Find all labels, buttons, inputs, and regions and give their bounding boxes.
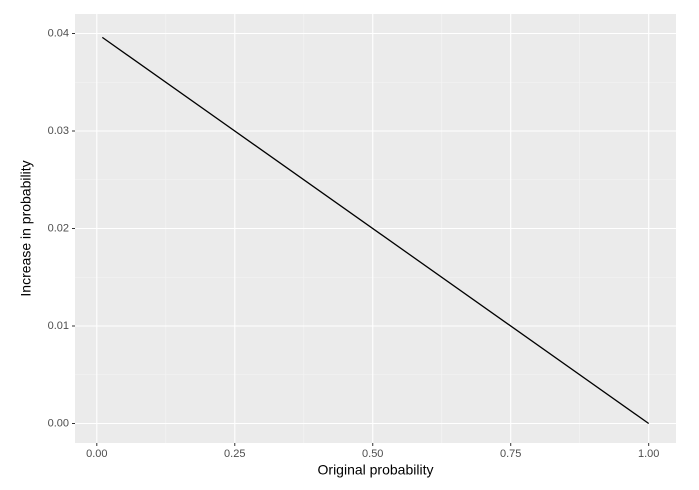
y-tick-label: 0.04 bbox=[48, 27, 69, 39]
x-tick-label: 1.00 bbox=[638, 448, 659, 460]
x-tick-label: 0.50 bbox=[362, 448, 383, 460]
line bbox=[101, 36, 650, 425]
y-tick-label: 0.00 bbox=[48, 417, 69, 429]
y-tick-label: 0.02 bbox=[48, 222, 69, 234]
y-tick-label: 0.03 bbox=[48, 125, 69, 137]
y-tick-label: 0.01 bbox=[48, 320, 69, 332]
y-axis-title: Increase in probability bbox=[18, 160, 34, 296]
x-tick-label: 0.25 bbox=[224, 448, 245, 460]
x-axis-title: Original probability bbox=[318, 462, 434, 478]
x-tick-label: 0.75 bbox=[500, 448, 521, 460]
x-tick-label: 0.00 bbox=[86, 448, 107, 460]
